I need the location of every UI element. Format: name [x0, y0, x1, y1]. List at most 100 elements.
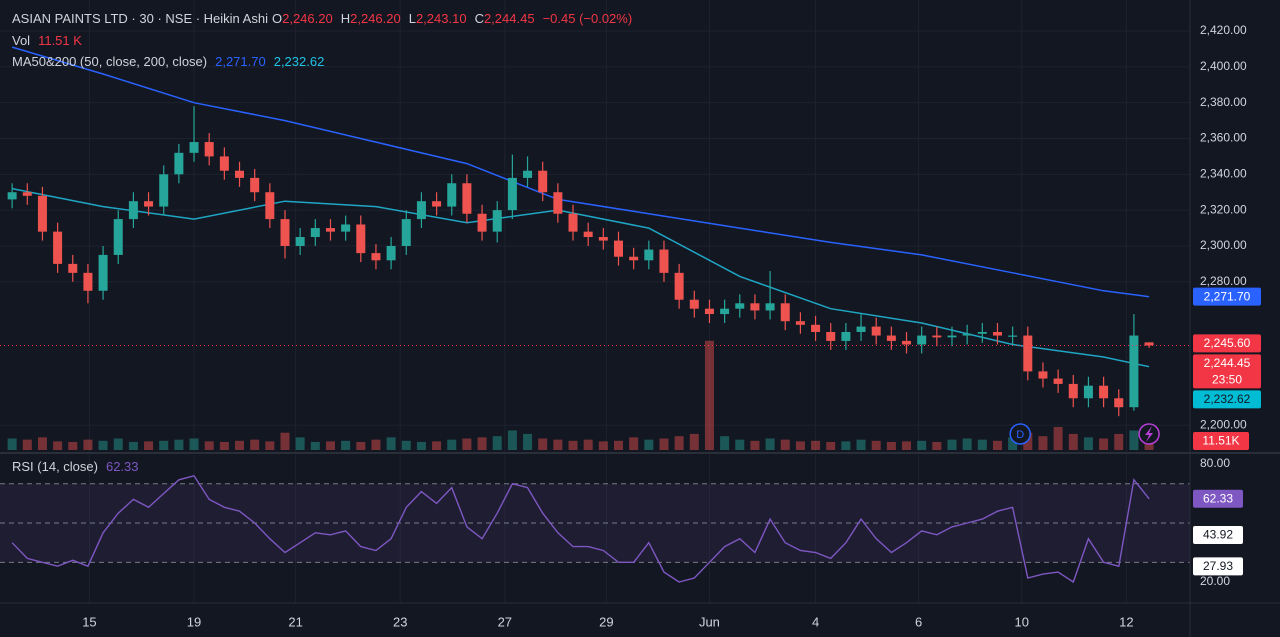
candle-body [902, 340, 912, 345]
volume-bar [280, 432, 290, 450]
price-box [1193, 334, 1261, 353]
candle-body [98, 254, 108, 291]
candle-body [325, 228, 335, 232]
rsi-marker-box [1193, 557, 1243, 576]
rsi-value: 62.33 [106, 459, 139, 474]
candle-body [947, 335, 957, 338]
volume-bar [447, 439, 457, 450]
volume-bar [523, 433, 533, 450]
price-box [1193, 390, 1261, 409]
candle-body [265, 192, 275, 220]
y-tick-label: 2,320.00 [1200, 202, 1247, 216]
candle-body [644, 249, 654, 261]
candle-body [204, 142, 214, 157]
volume-bar [83, 439, 93, 450]
volume-bar [720, 436, 730, 450]
volume-bar [1099, 438, 1109, 450]
volume-bar [689, 433, 699, 450]
candle-body [1099, 385, 1109, 399]
x-tick-label: 10 [1014, 614, 1028, 629]
volume-bar [462, 438, 472, 450]
candle-body [401, 219, 411, 246]
x-tick-label: 19 [187, 614, 201, 629]
candle-body [811, 324, 821, 332]
candle-body [113, 219, 123, 255]
candle-body [22, 192, 32, 196]
x-tick-label: 27 [498, 614, 512, 629]
volume-bar [1129, 430, 1139, 450]
candle-body [674, 272, 684, 300]
volume-bar [310, 441, 320, 450]
volume-bar [432, 441, 442, 450]
volume-bar [977, 439, 987, 450]
candle-body [765, 303, 775, 311]
candle-body [932, 335, 942, 338]
price-box [1193, 354, 1261, 389]
volume-bar [1083, 437, 1093, 450]
volume-bar [204, 441, 214, 450]
volume-bar [902, 441, 912, 450]
volume-bar [947, 439, 957, 450]
volume-bar [325, 441, 335, 450]
candle-body [886, 335, 896, 341]
x-tick-label: 4 [812, 614, 819, 629]
x-tick-label: 21 [288, 614, 302, 629]
volume-bar [22, 439, 32, 450]
volume-bar [1008, 437, 1018, 450]
candle-body [553, 192, 563, 214]
x-tick-label: 6 [915, 614, 922, 629]
rsi-marker-label: 27.93 [1203, 559, 1233, 573]
legend-line: ASIAN PAINTS LTD · 30 · NSE · Heikin Ash… [12, 11, 632, 26]
volume-bar [113, 438, 123, 450]
candle-body [219, 156, 229, 171]
candle-body [689, 299, 699, 309]
y-tick-label: 2,280.00 [1200, 274, 1247, 288]
volume-bar [886, 441, 896, 450]
volume-bar [704, 340, 714, 450]
volume-bar [1144, 439, 1154, 450]
volume-bar [811, 440, 821, 450]
x-tick-label: Jun [699, 614, 720, 629]
volume-bar [992, 440, 1002, 450]
moving-average-line [11, 46, 1150, 298]
price-box-label: 2,271.70 [1204, 289, 1251, 303]
volume-bar [371, 439, 381, 450]
candle-body [523, 170, 533, 178]
volume-bar [219, 441, 229, 450]
rsi-title: RSI (14, close) [12, 459, 98, 474]
volume-bar [265, 441, 275, 450]
volume-bar [1053, 427, 1063, 450]
price-box [1193, 287, 1261, 306]
candle-body [416, 201, 426, 220]
price-box-label: 2,232.62 [1204, 392, 1251, 406]
price-box-label: 2,245.60 [1204, 336, 1251, 350]
volume-bar [341, 440, 351, 450]
volume-bar [871, 440, 881, 450]
candle-body [432, 201, 442, 207]
legend-title: ASIAN PAINTS LTD · 30 · NSE · Heikin Ash… [12, 11, 268, 26]
candle-body [1129, 335, 1139, 408]
candle-body [53, 231, 63, 264]
price-box-label: 2,244.45 [1204, 356, 1251, 370]
candle-body [492, 210, 502, 232]
legend-line: Vol 11.51 K [12, 33, 82, 48]
candle-body [159, 174, 169, 207]
volume-bar [356, 441, 366, 450]
volume-bar [159, 440, 169, 450]
volume-bar [53, 441, 63, 450]
candle-body [871, 326, 881, 336]
candle-body [189, 142, 199, 153]
x-tick-label: 23 [393, 614, 407, 629]
volume-title: Vol [12, 33, 30, 48]
axes: 15 19 21 23 27 29 Jun 4 6 10 12 2,420.00 2,400.00 2,3… [82, 23, 1261, 629]
candle-body [250, 177, 260, 193]
quote-name: C [475, 11, 484, 26]
rsi-marker-label: 43.92 [1203, 528, 1233, 542]
volume-bar [750, 440, 760, 450]
ma-title: MA50&200 (50, close, 200, close) [12, 54, 207, 69]
candle-body [977, 331, 987, 334]
x-tick-label: 15 [82, 614, 96, 629]
candle-body [1023, 335, 1033, 372]
